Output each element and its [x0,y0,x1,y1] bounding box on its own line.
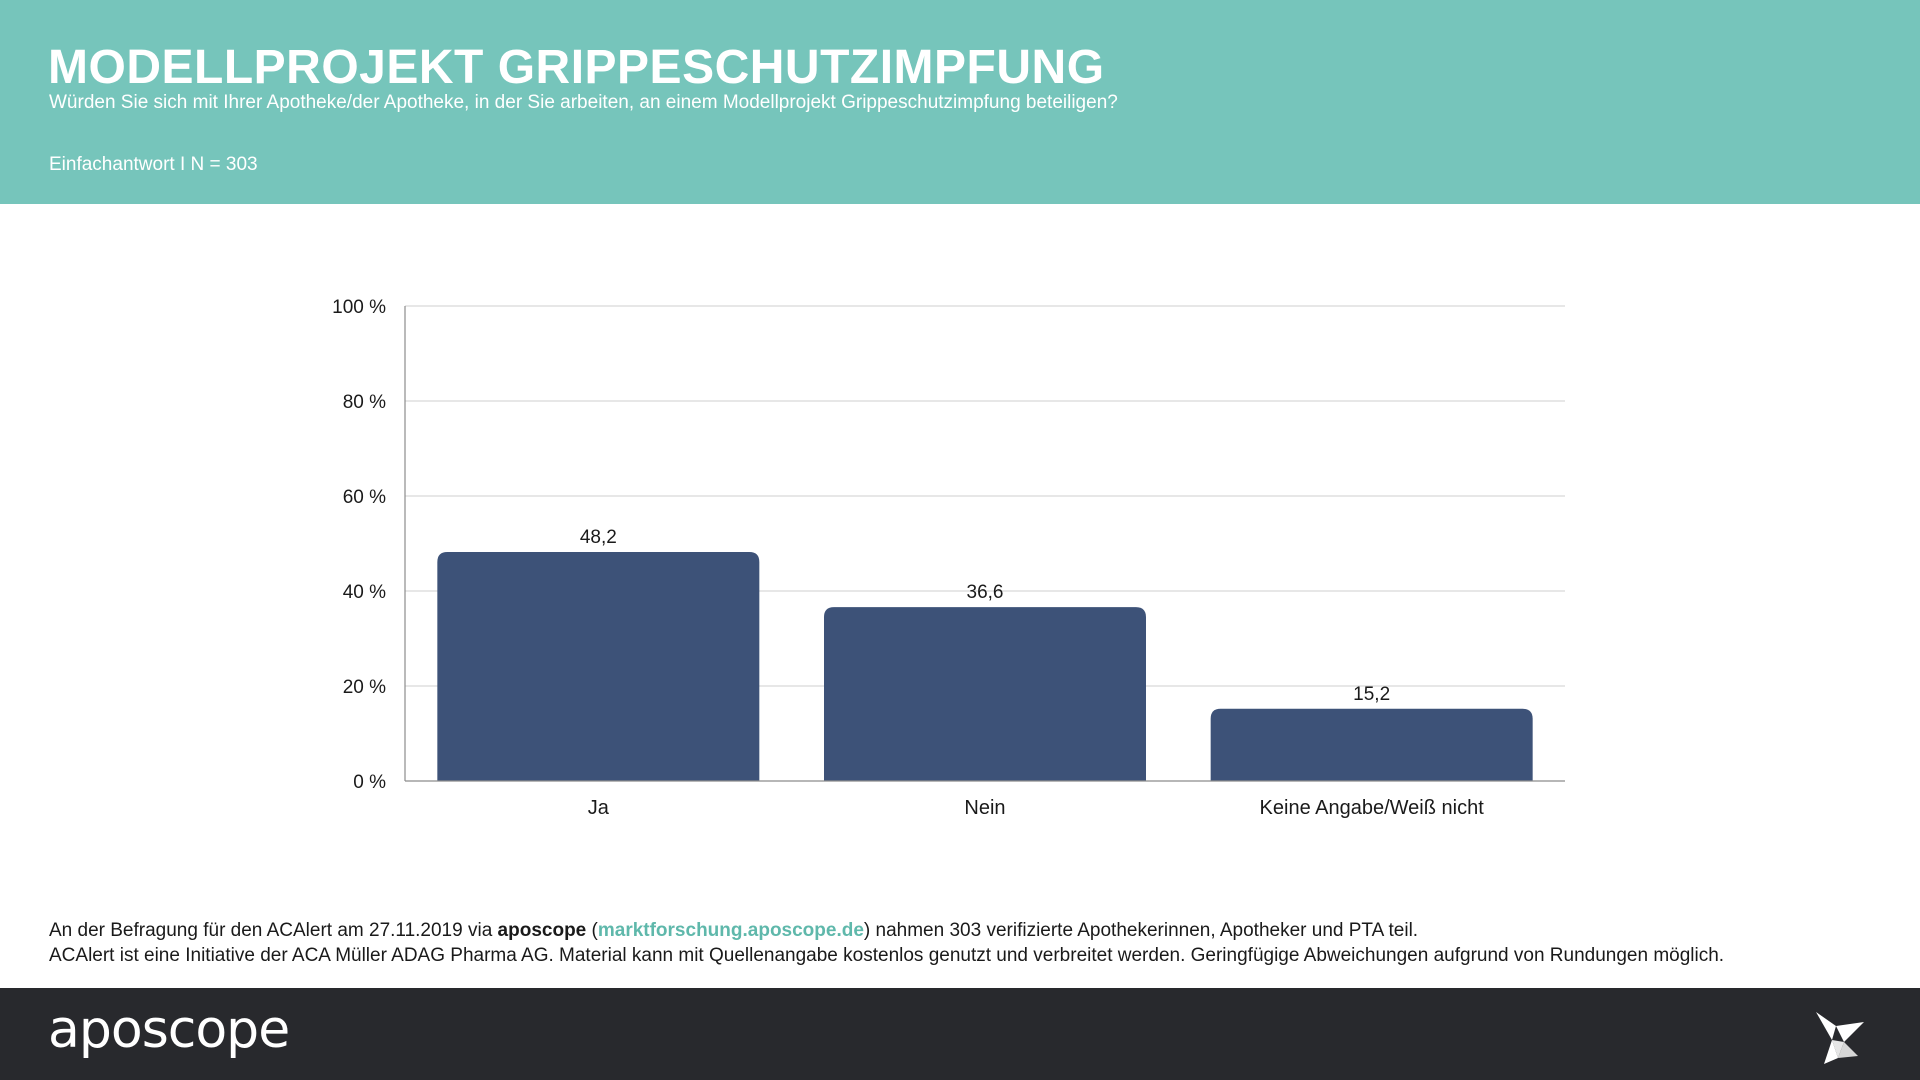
footer-bar: aposcope [0,988,1920,1080]
x-tick-label: Ja [588,797,610,819]
bar [1210,708,1533,781]
bar-value-label: 15,2 [1353,684,1390,705]
y-tick-label: 40 % [343,582,386,603]
page-title: MODELLPROJEKT GRIPPESCHUTZIMPFUNG [48,41,1105,94]
sample-note: Einfachantwort I N = 303 [49,154,258,175]
footnote-link[interactable]: marktforschung.aposcope.de [597,920,864,941]
bar [437,552,760,781]
footnote-text: An der Befragung für den ACAlert am 27.1… [49,920,498,941]
footnote: An der Befragung für den ACAlert am 27.1… [49,918,1889,968]
survey-question: Würden Sie sich mit Ihrer Apotheke/der A… [49,92,1118,113]
bar-value-label: 48,2 [580,527,617,548]
y-tick-label: 100 % [332,297,386,318]
footnote-text: ( [586,920,598,941]
x-tick-label: Nein [964,797,1005,819]
footnote-line-2: ACAlert ist eine Initiative der ACA Müll… [49,945,1725,966]
brand-logo: aposcope [48,1000,290,1060]
y-tick-label: 0 % [353,772,386,793]
y-tick-label: 20 % [343,677,386,698]
paper-crane-icon [1816,1012,1864,1064]
y-tick-label: 60 % [343,487,386,508]
footnote-brand: aposcope [497,920,587,941]
footnote-line-1: An der Befragung für den ACAlert am 27.1… [49,918,1889,943]
footnote-text: ) nahmen 303 verifizierte Apothekerinnen… [863,920,1419,941]
bar-value-label: 36,6 [967,582,1004,603]
bar-chart: 0 % 20 % 40 % 60 % 80 % 100 % 48,2 Ja 36,6 Nein 15… [332,297,1565,819]
y-tick-label: 80 % [343,392,386,413]
header-banner: MODELLPROJEKT GRIPPESCHUTZIMPFUNG Würden… [0,0,1920,204]
bar [824,607,1146,781]
x-tick-label: Keine Angabe/Weiß nicht [1260,797,1485,819]
